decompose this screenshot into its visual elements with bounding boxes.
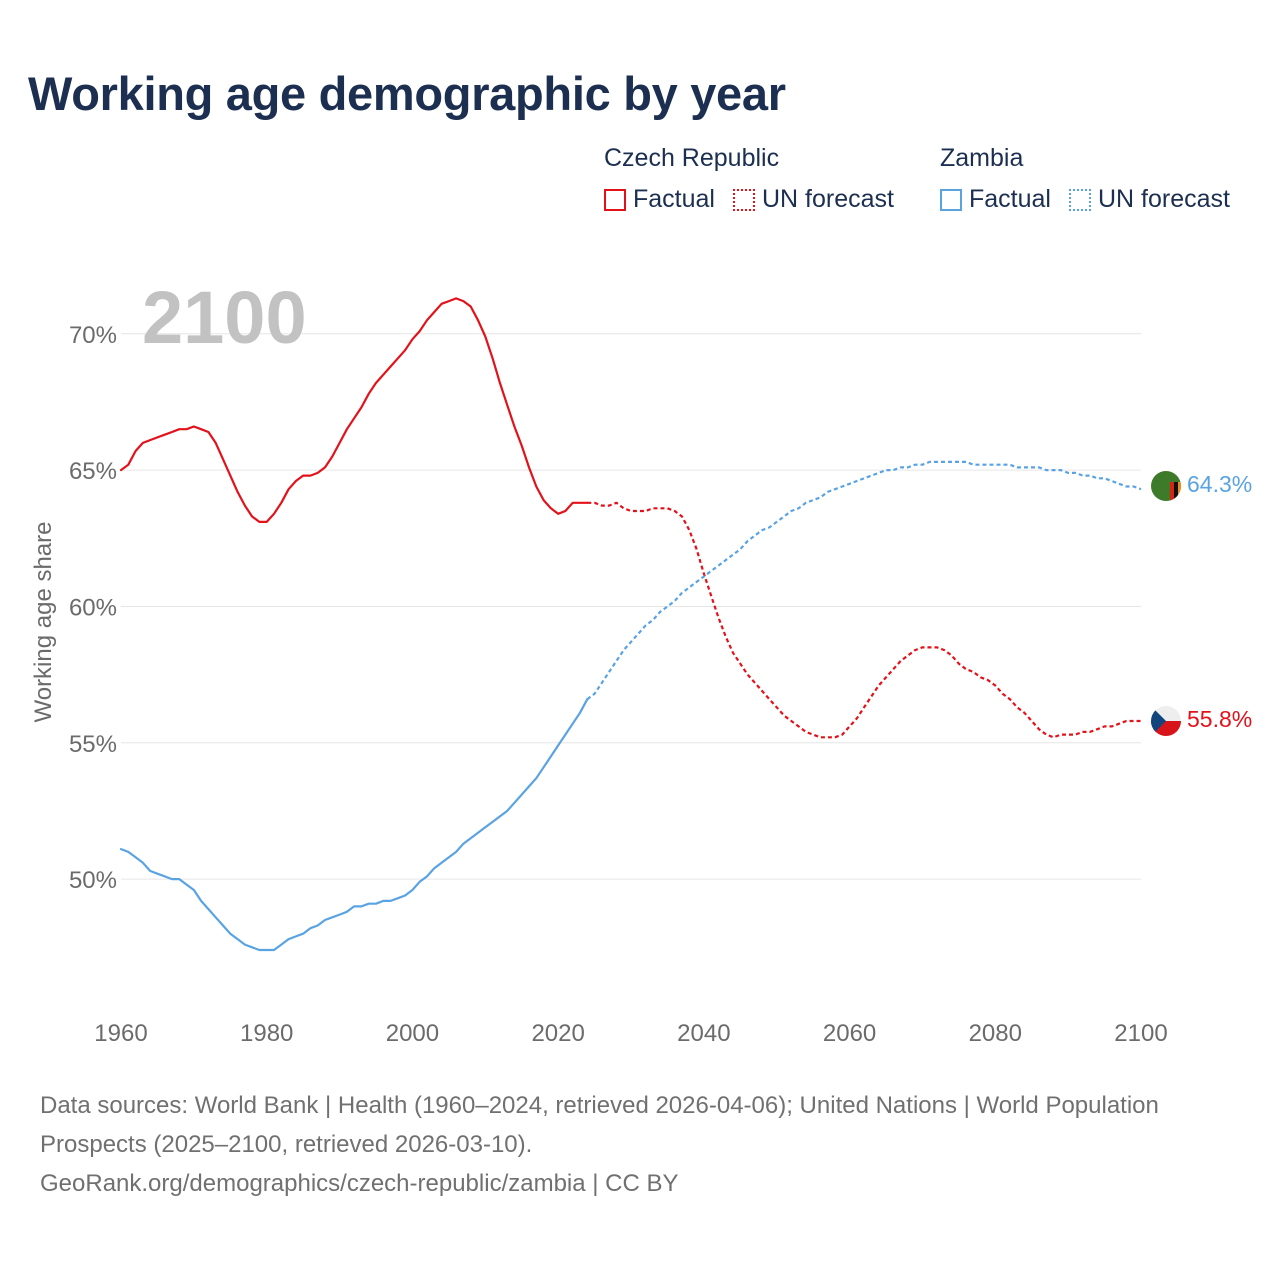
- series-lines: [119, 297, 1142, 952]
- czech-republic-forecast-line: [587, 501, 1141, 739]
- czech-end-value: 55.8%: [1187, 706, 1252, 732]
- y-tick-label: 70%: [69, 322, 117, 349]
- zambia-end-value: 64.3%: [1187, 471, 1252, 497]
- legend-czech-forecast-swatch: [732, 188, 755, 211]
- legend-zambia-forecast-swatch: [1068, 188, 1091, 211]
- legend-czech-factual-label: Factual: [633, 185, 715, 213]
- line-chart: 2100 Working age share 50% 55% 60% 65% 70% 1…: [30, 276, 1252, 1047]
- zambia-factual-line: [119, 698, 589, 952]
- y-tick-label: 50%: [69, 867, 117, 894]
- legend-czech-republic: Czech Republic Factual UN forecast: [604, 144, 912, 214]
- footer: Data sources: World Bank | Health (1960–…: [40, 1086, 1220, 1203]
- y-tick-label: 60%: [69, 594, 117, 621]
- legend-czech-forecast[interactable]: UN forecast: [732, 185, 894, 214]
- x-tick-label: 2020: [531, 1020, 584, 1047]
- legend-zambia-factual[interactable]: Factual: [940, 185, 1051, 214]
- x-tick-label: 2000: [386, 1020, 439, 1047]
- grid-lines: [121, 333, 1141, 880]
- x-tick-label: 1960: [94, 1020, 147, 1047]
- czech-flag-icon: [1151, 706, 1181, 736]
- y-axis-title: Working age share: [30, 522, 57, 723]
- legend-czech-forecast-label: UN forecast: [761, 185, 894, 213]
- x-tick-label: 2040: [677, 1020, 730, 1047]
- x-tick-label: 1980: [240, 1020, 293, 1047]
- y-tick-label: 65%: [69, 458, 117, 485]
- legend-czech-factual-swatch: [604, 188, 626, 211]
- year-watermark: 2100: [142, 276, 307, 359]
- chart-title: Working age demographic by year: [28, 67, 786, 120]
- zambia-flag-icon: [1151, 471, 1181, 501]
- legend-czech-factual[interactable]: Factual: [604, 185, 715, 214]
- footer-link[interactable]: GeoRank.org/demographics/czech-republic/…: [40, 1170, 679, 1197]
- y-tick-label: 55%: [69, 731, 117, 758]
- legend-czech-name: Czech Republic: [604, 144, 780, 172]
- x-tick-label: 2080: [969, 1020, 1022, 1047]
- y-axis-ticks: 50% 55% 60% 65% 70%: [69, 322, 117, 894]
- legend-zambia-name: Zambia: [940, 144, 1024, 172]
- x-axis-ticks: 1960 1980 2000 2020 2040 2060 2080 2100: [94, 1020, 1167, 1047]
- x-tick-label: 2100: [1114, 1020, 1167, 1047]
- x-tick-label: 2060: [823, 1020, 876, 1047]
- footer-sources: Data sources: World Bank | Health (1960–…: [40, 1092, 1159, 1158]
- czech-republic-factual-line: [119, 297, 589, 524]
- legend-zambia-forecast-label: UN forecast: [1097, 185, 1230, 213]
- legend-zambia-forecast[interactable]: UN forecast: [1068, 185, 1230, 214]
- legend-zambia: Zambia Factual UN forecast: [940, 144, 1248, 214]
- legend-zambia-factual-label: Factual: [969, 185, 1051, 213]
- zambia-forecast-line: [586, 460, 1142, 701]
- legend-zambia-factual-swatch: [940, 188, 962, 211]
